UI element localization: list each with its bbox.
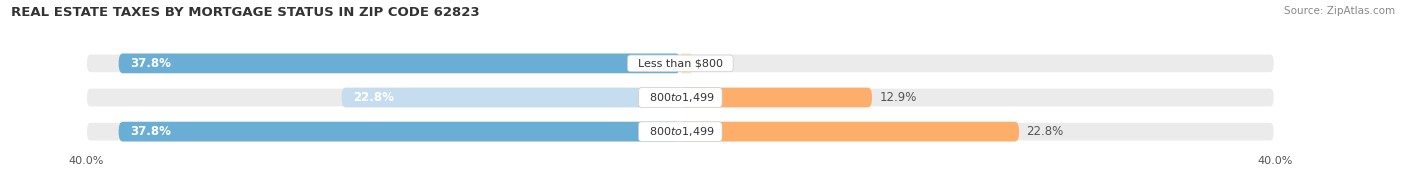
Text: 37.8%: 37.8% (131, 57, 172, 70)
FancyBboxPatch shape (118, 53, 681, 73)
FancyBboxPatch shape (86, 122, 1275, 142)
Text: Source: ZipAtlas.com: Source: ZipAtlas.com (1284, 6, 1395, 16)
Text: 37.8%: 37.8% (131, 125, 172, 138)
Text: 22.8%: 22.8% (1026, 125, 1064, 138)
FancyBboxPatch shape (342, 88, 681, 107)
FancyBboxPatch shape (118, 122, 681, 142)
FancyBboxPatch shape (86, 88, 1275, 107)
Text: $800 to $1,499: $800 to $1,499 (643, 125, 718, 138)
Text: 22.8%: 22.8% (353, 91, 394, 104)
FancyBboxPatch shape (86, 53, 1275, 73)
Text: $800 to $1,499: $800 to $1,499 (643, 91, 718, 104)
FancyBboxPatch shape (681, 122, 1019, 142)
FancyBboxPatch shape (681, 88, 872, 107)
FancyBboxPatch shape (681, 53, 692, 73)
Text: REAL ESTATE TAXES BY MORTGAGE STATUS IN ZIP CODE 62823: REAL ESTATE TAXES BY MORTGAGE STATUS IN … (11, 6, 479, 19)
Text: 12.9%: 12.9% (879, 91, 917, 104)
Text: Less than $800: Less than $800 (631, 58, 730, 68)
Text: 0.0%: 0.0% (688, 57, 717, 70)
